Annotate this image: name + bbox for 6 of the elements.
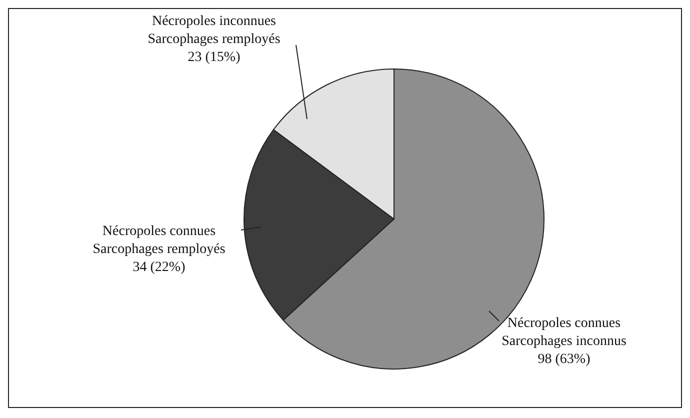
slice-label: Nécropoles inconnues Sarcophages remployés <box>148 14 280 47</box>
data-label: 23 (15%) <box>188 50 241 65</box>
data-label: 98 (63%) <box>538 352 591 367</box>
data-label: 34 (22%) <box>132 260 186 275</box>
slice-label: Nécropoles connues Sarcophages remployés <box>92 224 226 257</box>
slice-label: Nécropoles connues Sarcophages inconnus <box>502 316 626 349</box>
